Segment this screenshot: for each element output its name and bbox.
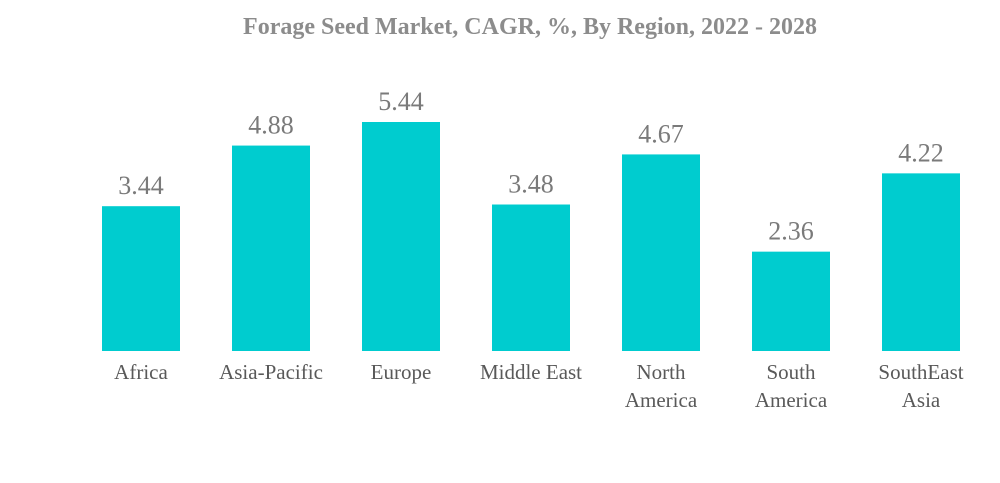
bar-5 — [752, 251, 830, 351]
bar-3 — [492, 204, 570, 351]
value-label-3: 3.48 — [508, 170, 554, 199]
chart-title: Forage Seed Market, CAGR, %, By Region, … — [243, 14, 817, 40]
category-label-line: Middle East — [480, 360, 582, 384]
category-label-line: SouthEast — [878, 360, 963, 384]
bar-4 — [622, 154, 700, 351]
category-label-line: North — [637, 360, 686, 384]
value-label-1: 4.88 — [248, 111, 294, 140]
category-label-4: North America — [625, 360, 698, 412]
bar-1 — [232, 145, 310, 351]
category-label-2: Europe — [371, 360, 432, 384]
value-label-4: 4.67 — [638, 119, 684, 148]
category-label-3: Middle East — [480, 360, 582, 384]
value-label-6: 4.22 — [898, 138, 944, 167]
category-label-line: Europe — [371, 360, 432, 384]
value-label-2: 5.44 — [378, 87, 424, 116]
category-label-line: Africa — [114, 360, 168, 384]
category-label-6: SouthEast Asia — [878, 360, 963, 412]
category-label-1: Asia-Pacific — [219, 360, 323, 384]
bar-6 — [882, 173, 960, 351]
category-label-line: Asia — [902, 388, 941, 412]
category-label-line: America — [625, 388, 698, 412]
category-label-0: Africa — [114, 360, 168, 384]
bar-0 — [102, 206, 180, 351]
category-label-5: South America — [755, 360, 828, 412]
category-label-line: America — [755, 388, 828, 412]
category-label-line: Asia-Pacific — [219, 360, 323, 384]
value-label-0: 3.44 — [118, 171, 164, 200]
category-label-line: South — [766, 360, 816, 384]
value-label-5: 2.36 — [768, 217, 814, 246]
bar-2 — [362, 122, 440, 351]
